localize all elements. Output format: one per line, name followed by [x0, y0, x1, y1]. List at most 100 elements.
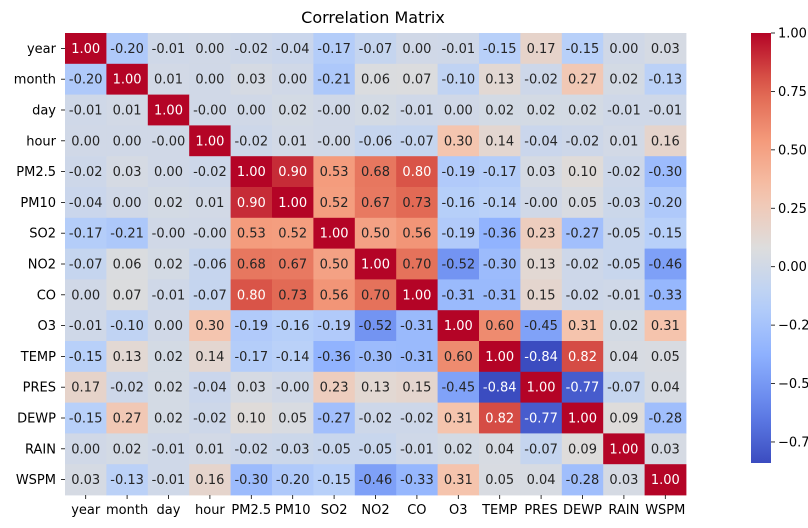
cell-annotation-hour-CO: -0.07: [400, 134, 434, 149]
heatmap-cell-DEWP-SO2: [313, 402, 356, 434]
heatmap-cell-PM2.5-CO: [396, 156, 438, 188]
heatmap-cell-CO-CO: [396, 279, 438, 311]
heatmap-cell-day-SO2: [313, 94, 356, 126]
cell-annotation-DEWP-PM10: 0.05: [278, 412, 307, 427]
cell-annotation-PRES-TEMP: -0.84: [483, 381, 517, 396]
heatmap-cell-DEWP-hour: [189, 402, 231, 434]
cell-annotation-day-day: 1.00: [154, 104, 183, 119]
heatmap-cell-PM2.5-SO2: [313, 156, 356, 188]
heatmap-cell-O3-WSPM: [644, 310, 687, 342]
cell-annotation-day-SO2: -0.00: [317, 104, 351, 119]
heatmap-cell-PM2.5-PM10: [272, 156, 314, 188]
x-tick-label-WSPM: WSPM: [645, 503, 685, 518]
heatmap-cell-SO2-TEMP: [479, 217, 521, 249]
cell-annotation-NO2-day: 0.02: [154, 258, 183, 273]
cell-annotation-TEMP-SO2: -0.36: [317, 350, 351, 365]
cell-annotation-year-PM2.5: -0.02: [234, 42, 268, 57]
cell-annotation-O3-PM10: -0.16: [276, 319, 310, 334]
colorbar-tick-label: 0.25: [778, 202, 807, 217]
heatmap-cell-PRES-PM10: [272, 371, 314, 403]
heatmap-cell-WSPM-year: [65, 464, 107, 496]
cell-annotation-PM10-TEMP: -0.14: [483, 196, 517, 211]
cell-annotation-hour-PM2.5: -0.02: [234, 134, 268, 149]
cell-annotation-TEMP-year: -0.15: [69, 350, 103, 365]
heatmap-cell-NO2-SO2: [313, 248, 356, 280]
cell-annotation-SO2-CO: 0.56: [402, 227, 431, 242]
heatmap-cell-hour-RAIN: [603, 125, 645, 157]
heatmap-cell-DEWP-PM10: [272, 402, 314, 434]
cell-annotation-month-hour: 0.00: [195, 73, 224, 88]
chart-title: Correlation Matrix: [301, 8, 445, 27]
cell-annotation-year-TEMP: -0.15: [483, 42, 517, 57]
y-axis: year month day hour PM2.5 PM10 SO2 NO2 CO O3 TEMP P…: [14, 42, 65, 488]
cell-annotation-PRES-PM2.5: 0.03: [237, 381, 266, 396]
heatmap-cell-SO2-DEWP: [561, 217, 604, 249]
heatmap-cell-WSPM-PM10: [272, 464, 314, 496]
cell-annotation-year-RAIN: 0.00: [609, 42, 638, 57]
heatmap-cell-month-year: [65, 63, 107, 95]
cell-annotation-WSPM-O3: 0.31: [444, 473, 473, 488]
cell-annotation-NO2-DEWP: -0.02: [566, 258, 600, 273]
cell-annotation-SO2-SO2: 1.00: [320, 227, 349, 242]
cell-annotation-NO2-year: -0.07: [69, 258, 103, 273]
heatmap-cell-hour-PM10: [272, 125, 314, 157]
heatmap-cell-WSPM-hour: [189, 464, 231, 496]
heatmap-cell-SO2-month: [106, 217, 149, 249]
cell-annotation-month-TEMP: 0.13: [485, 73, 514, 88]
heatmap-cell-PRES-TEMP: [479, 371, 521, 403]
heatmap-cell-PM10-RAIN: [603, 187, 645, 219]
cell-annotation-TEMP-TEMP: 1.00: [485, 350, 514, 365]
cell-annotation-hour-DEWP: -0.02: [566, 134, 600, 149]
cell-annotation-DEWP-PM2.5: 0.10: [237, 412, 266, 427]
heatmap-cell-PM10-year: [65, 187, 107, 219]
cell-annotation-year-hour: 0.00: [195, 42, 224, 57]
heatmap-cell-PRES-CO: [396, 371, 438, 403]
cell-annotation-SO2-TEMP: -0.36: [483, 227, 517, 242]
cell-annotation-O3-PRES: -0.45: [524, 319, 558, 334]
colorbar-tick-label: 1.00: [778, 27, 807, 42]
heatmap-cell-O3-DEWP: [561, 310, 604, 342]
heatmap-cell-O3-CO: [396, 310, 438, 342]
heatmap-cell-CO-year: [65, 279, 107, 311]
cell-annotation-TEMP-O3: 0.60: [444, 350, 473, 365]
colorbar-tick-label: −0.25: [778, 319, 808, 334]
heatmap-cell-year-TEMP: [479, 33, 521, 65]
cell-annotation-year-day: -0.01: [152, 42, 186, 57]
heatmap-cell-WSPM-WSPM: [644, 464, 687, 496]
colorbar-tick-label: 0.75: [778, 85, 807, 100]
cell-annotation-SO2-WSPM: -0.15: [648, 227, 682, 242]
cell-annotation-PRES-CO: 0.15: [402, 381, 431, 396]
heatmap-cell-hour-SO2: [313, 125, 356, 157]
cell-annotation-O3-year: -0.01: [69, 319, 103, 334]
heatmap-cell-SO2-O3: [437, 217, 480, 249]
cell-annotation-WSPM-WSPM: 1.00: [651, 473, 680, 488]
heatmap-cell-PRES-hour: [189, 371, 231, 403]
cell-annotation-CO-WSPM: -0.33: [648, 288, 682, 303]
heatmap-cell-WSPM-TEMP: [479, 464, 521, 496]
heatmap-cell-RAIN-month: [106, 433, 149, 465]
cell-annotation-CO-hour: -0.07: [193, 288, 227, 303]
cell-annotation-month-year: -0.20: [69, 73, 103, 88]
cell-annotation-day-O3: 0.00: [444, 104, 473, 119]
heatmap-cell-month-DEWP: [561, 63, 604, 95]
heatmap-cell-hour-year: [65, 125, 107, 157]
cell-annotation-PM2.5-WSPM: -0.30: [648, 165, 682, 180]
cell-annotation-PRES-year: 0.17: [71, 381, 100, 396]
heatmap-cell-NO2-O3: [437, 248, 480, 280]
heatmap-cell-PRES-SO2: [313, 371, 356, 403]
heatmap-cell-SO2-WSPM: [644, 217, 687, 249]
heatmap-cell-WSPM-PRES: [520, 464, 563, 496]
heatmap-cell-PM10-CO: [396, 187, 438, 219]
cell-annotation-PM10-year: -0.04: [69, 196, 103, 211]
cell-annotation-WSPM-hour: 0.16: [195, 473, 224, 488]
cell-annotation-month-O3: -0.10: [441, 73, 475, 88]
cell-annotation-DEWP-DEWP: 1.00: [568, 412, 597, 427]
cell-annotation-month-PRES: -0.02: [524, 73, 558, 88]
cell-annotation-CO-year: 0.00: [71, 288, 100, 303]
heatmap-cell-WSPM-day: [147, 464, 190, 496]
heatmap-cell-PM2.5-hour: [189, 156, 231, 188]
heatmap-cell-hour-NO2: [354, 125, 397, 157]
cell-annotation-CO-CO: 1.00: [402, 288, 431, 303]
cell-annotation-WSPM-TEMP: 0.05: [485, 473, 514, 488]
x-axis: year month day hour PM2.5 PM10 SO2 NO2 CO O3 TEMP P…: [71, 495, 685, 518]
